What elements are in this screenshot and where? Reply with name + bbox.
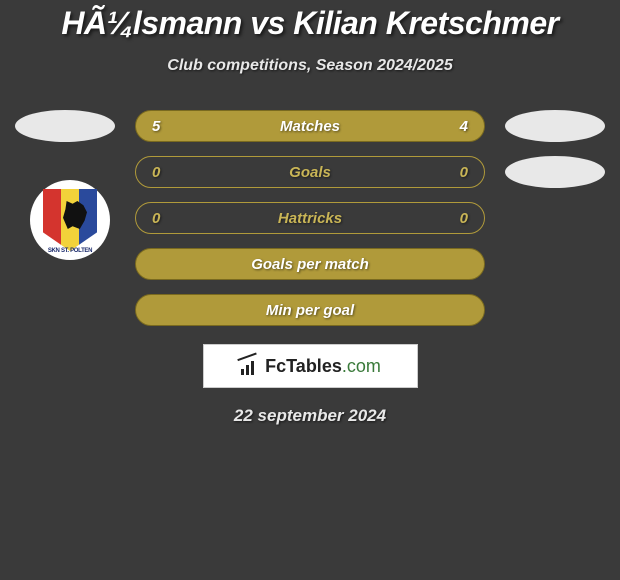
stat-pill: 5 Matches 4 (135, 110, 485, 142)
comparison-card: HÃ¼lsmann vs Kilian Kretschmer Club comp… (0, 0, 620, 426)
badge-label: SKN ST. POLTEN (30, 248, 110, 254)
player-marker-right (505, 156, 605, 188)
page-title: HÃ¼lsmann vs Kilian Kretschmer (0, 5, 620, 42)
stat-label: Hattricks (278, 210, 342, 227)
stat-label: Min per goal (266, 302, 354, 319)
stat-value-right: 4 (460, 118, 468, 135)
stat-label: Matches (280, 118, 340, 135)
stat-row: 0 Goals 0 (0, 156, 620, 188)
brand-name: FcTables.com (265, 356, 381, 377)
stat-pill: 0 Goals 0 (135, 156, 485, 188)
chart-icon (239, 357, 261, 375)
stat-value-left: 5 (152, 118, 160, 135)
stat-row: Min per goal (0, 294, 620, 326)
stat-row: 5 Matches 4 (0, 110, 620, 142)
stat-value-left: 0 (152, 210, 160, 227)
player-marker-left (15, 110, 115, 142)
shield-icon (43, 189, 97, 251)
stat-value-right: 0 (460, 210, 468, 227)
stat-label: Goals per match (251, 256, 369, 273)
stat-value-right: 0 (460, 164, 468, 181)
brand-attribution[interactable]: FcTables.com (203, 344, 418, 388)
stat-pill: Goals per match (135, 248, 485, 280)
player-marker-right (505, 110, 605, 142)
club-badge-left: SKN ST. POLTEN (30, 180, 110, 260)
stat-pill: 0 Hattricks 0 (135, 202, 485, 234)
stat-value-left: 0 (152, 164, 160, 181)
subtitle: Club competitions, Season 2024/2025 (0, 57, 620, 75)
stat-label: Goals (289, 164, 331, 181)
snapshot-date: 22 september 2024 (0, 406, 620, 426)
stat-pill: Min per goal (135, 294, 485, 326)
